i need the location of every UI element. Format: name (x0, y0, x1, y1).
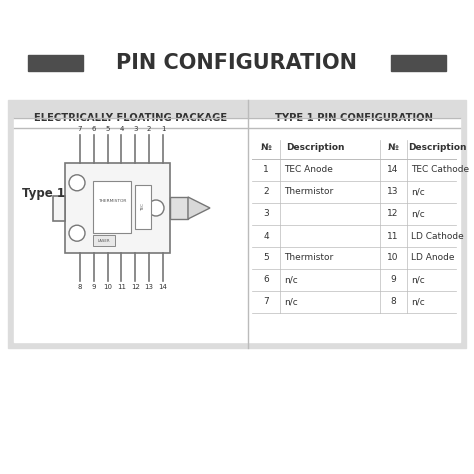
Text: 4: 4 (119, 126, 124, 132)
Text: 14: 14 (159, 284, 167, 290)
Text: PIN CONFIGURATION: PIN CONFIGURATION (117, 53, 357, 73)
Bar (8, 100, 466, 348)
Bar (135, 185, 151, 229)
Text: 9: 9 (390, 275, 396, 284)
Text: n/c: n/c (284, 298, 298, 307)
Text: №: № (261, 144, 272, 153)
Text: 5: 5 (106, 126, 110, 132)
Bar (65, 163, 170, 253)
Text: 1: 1 (263, 165, 269, 174)
Text: THERMISTOR: THERMISTOR (98, 199, 126, 203)
Text: n/c: n/c (411, 210, 425, 219)
Text: 7: 7 (263, 298, 269, 307)
Text: 5: 5 (263, 254, 269, 263)
Bar (391, 55, 446, 71)
Text: 3: 3 (133, 126, 137, 132)
Bar (53, 195, 65, 220)
Text: Thermistor: Thermistor (284, 188, 333, 197)
Text: TEC Anode: TEC Anode (284, 165, 333, 174)
Text: 8: 8 (78, 284, 82, 290)
Bar (93, 181, 131, 233)
Text: 6: 6 (91, 126, 96, 132)
Bar (28, 55, 83, 71)
Text: TEC: TEC (141, 203, 145, 211)
Text: 14: 14 (387, 165, 399, 174)
Text: n/c: n/c (411, 275, 425, 284)
Text: LD Anode: LD Anode (411, 254, 455, 263)
Text: TEC Cathode: TEC Cathode (411, 165, 469, 174)
Polygon shape (188, 197, 210, 219)
Text: 2: 2 (147, 126, 151, 132)
Text: Thermistor: Thermistor (284, 254, 333, 263)
Text: 8: 8 (390, 298, 396, 307)
Text: 9: 9 (91, 284, 96, 290)
Text: Description: Description (408, 144, 466, 153)
Text: №: № (388, 144, 399, 153)
Text: 13: 13 (387, 188, 399, 197)
Text: n/c: n/c (411, 298, 425, 307)
Text: TYPE 1 PIN CONFIGURATION: TYPE 1 PIN CONFIGURATION (275, 113, 433, 123)
Text: 2: 2 (263, 188, 269, 197)
Text: 12: 12 (131, 284, 140, 290)
Text: 6: 6 (263, 275, 269, 284)
Text: 1: 1 (161, 126, 165, 132)
Text: Type 1: Type 1 (22, 186, 65, 200)
Text: LD Cathode: LD Cathode (411, 231, 464, 240)
Text: 7: 7 (78, 126, 82, 132)
Text: 11: 11 (117, 284, 126, 290)
Text: n/c: n/c (411, 188, 425, 197)
Text: 4: 4 (263, 231, 269, 240)
Bar (93, 235, 115, 246)
Text: 10: 10 (103, 284, 112, 290)
Bar (14, 118, 460, 342)
Text: 12: 12 (387, 210, 399, 219)
Text: 3: 3 (263, 210, 269, 219)
Text: 10: 10 (387, 254, 399, 263)
Circle shape (69, 225, 85, 241)
Text: Description: Description (286, 144, 344, 153)
Circle shape (148, 200, 164, 216)
Text: LASER: LASER (98, 238, 110, 243)
Bar (170, 197, 188, 219)
Text: 13: 13 (145, 284, 154, 290)
Text: 11: 11 (387, 231, 399, 240)
Text: ELECTRICALLY FLOATING PACKAGE: ELECTRICALLY FLOATING PACKAGE (35, 113, 228, 123)
Circle shape (69, 175, 85, 191)
Text: n/c: n/c (284, 275, 298, 284)
